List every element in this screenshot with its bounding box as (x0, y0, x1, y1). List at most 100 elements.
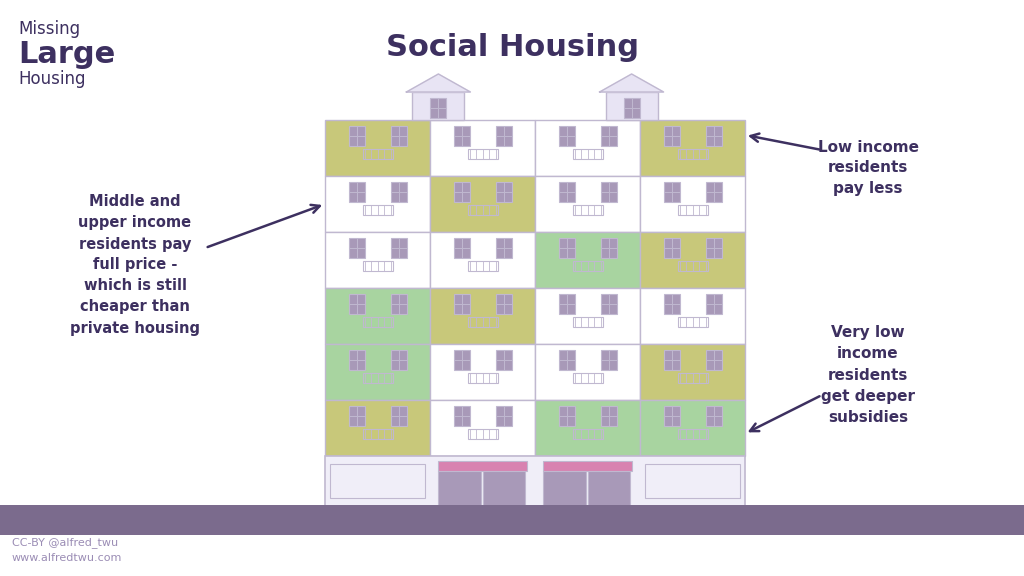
Text: Housing: Housing (18, 70, 85, 88)
Bar (664, 126, 680, 146)
Bar (706, 406, 722, 426)
Text: Missing: Missing (18, 20, 80, 38)
Bar (438, 471, 480, 506)
Text: Large: Large (18, 40, 116, 69)
Bar (572, 261, 602, 271)
Bar (325, 120, 430, 176)
Bar (706, 181, 722, 202)
Bar (325, 344, 430, 400)
Bar (454, 238, 469, 257)
Bar (678, 261, 708, 271)
Bar (496, 350, 512, 370)
Bar (362, 373, 392, 383)
Polygon shape (407, 74, 470, 92)
Bar (362, 205, 392, 215)
Bar (664, 181, 680, 202)
Bar (640, 120, 745, 176)
Bar (362, 317, 392, 327)
Bar (496, 406, 512, 426)
Bar (390, 181, 407, 202)
Bar (640, 176, 745, 232)
Bar (706, 238, 722, 257)
Bar (678, 205, 708, 215)
Bar (572, 317, 602, 327)
Text: www.alfredtwu.com: www.alfredtwu.com (12, 553, 123, 563)
Bar (600, 181, 616, 202)
Bar (468, 261, 498, 271)
Bar (413, 92, 465, 120)
Bar (664, 238, 680, 257)
Bar (678, 317, 708, 327)
Bar (624, 98, 640, 118)
Bar (348, 181, 365, 202)
Bar (454, 294, 469, 313)
Text: Very low
income
residents
get deeper
subsidies: Very low income residents get deeper sub… (821, 325, 915, 425)
Bar (558, 350, 574, 370)
Bar (468, 149, 498, 159)
Bar (535, 120, 640, 176)
Bar (535, 232, 640, 288)
Bar (325, 400, 430, 456)
Bar (572, 205, 602, 215)
Bar (330, 464, 425, 498)
Bar (706, 294, 722, 313)
Bar (317, 506, 753, 514)
Bar (496, 238, 512, 257)
Bar (430, 120, 535, 176)
Bar (348, 406, 365, 426)
Bar (348, 294, 365, 313)
Bar (600, 350, 616, 370)
Bar (348, 126, 365, 146)
Bar (430, 232, 535, 288)
Bar (558, 294, 574, 313)
Text: Low income
residents
pay less: Low income residents pay less (817, 139, 919, 196)
Bar (600, 238, 616, 257)
Bar (572, 149, 602, 159)
Bar (325, 176, 430, 232)
Bar (325, 232, 430, 288)
Bar (468, 205, 498, 215)
Bar (468, 429, 498, 439)
Bar (640, 344, 745, 400)
Bar (496, 126, 512, 146)
Bar (664, 350, 680, 370)
Bar (706, 126, 722, 146)
Text: Social Housing: Social Housing (385, 33, 639, 63)
Bar (664, 406, 680, 426)
Bar (640, 232, 745, 288)
Bar (535, 176, 640, 232)
Bar (572, 373, 602, 383)
Bar (454, 350, 469, 370)
Bar (588, 471, 630, 506)
Bar (362, 149, 392, 159)
Bar (572, 429, 602, 439)
Bar (535, 400, 640, 456)
Bar (348, 350, 365, 370)
Bar (558, 406, 574, 426)
Bar (678, 373, 708, 383)
Bar (535, 344, 640, 400)
Bar (390, 294, 407, 313)
Bar (325, 288, 430, 344)
Bar (640, 288, 745, 344)
Bar (348, 238, 365, 257)
Bar (496, 181, 512, 202)
Bar (558, 181, 574, 202)
Bar (438, 461, 527, 471)
Bar (600, 406, 616, 426)
Bar (543, 461, 632, 471)
Bar (558, 126, 574, 146)
Text: CC-BY @alfred_twu: CC-BY @alfred_twu (12, 537, 118, 548)
Bar (600, 294, 616, 313)
Bar (430, 176, 535, 232)
Bar (454, 181, 469, 202)
Bar (605, 92, 657, 120)
Bar (325, 456, 745, 506)
Bar (430, 400, 535, 456)
Bar (362, 429, 392, 439)
Text: Middle and
upper income
residents pay
full price -
which is still
cheaper than
p: Middle and upper income residents pay fu… (70, 195, 200, 335)
Bar (535, 288, 640, 344)
Bar (678, 149, 708, 159)
Bar (482, 471, 525, 506)
Bar (600, 126, 616, 146)
